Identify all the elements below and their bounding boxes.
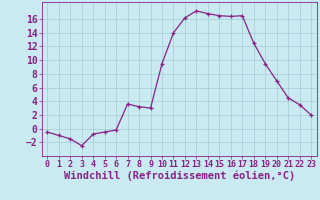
X-axis label: Windchill (Refroidissement éolien,°C): Windchill (Refroidissement éolien,°C) (64, 171, 295, 181)
